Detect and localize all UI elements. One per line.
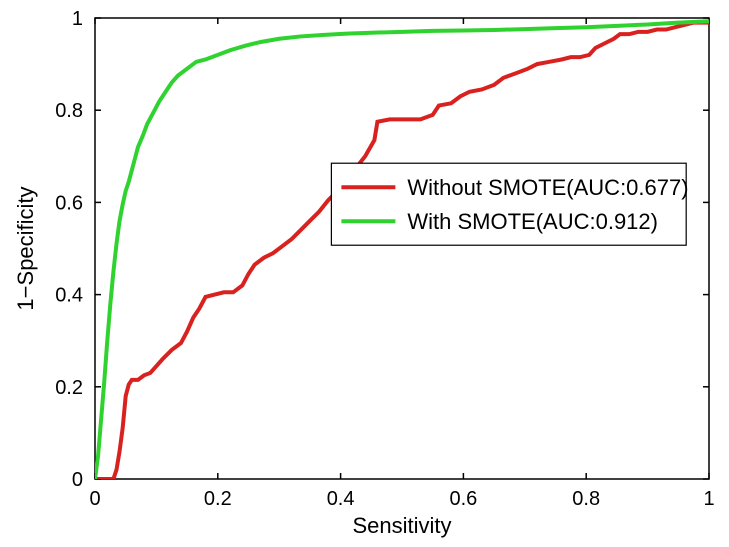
y-axis-label: 1−Specificity: [13, 186, 38, 310]
x-tick-label: 1: [703, 488, 714, 510]
chart-svg: 0 0.2 0.4 0.6 0.8 1 0 0.2 0.4 0.6 0.8 1 Sensitivity 1…: [0, 0, 729, 547]
roc-chart: 0 0.2 0.4 0.6 0.8 1 0 0.2 0.4 0.6 0.8 1 Sensitivity 1…: [0, 0, 729, 547]
legend-label-without-smote: Without SMOTE(AUC:0.677): [407, 175, 688, 200]
legend-label-with-smote: With SMOTE(AUC:0.912): [407, 209, 658, 234]
y-tick-label: 0.4: [55, 285, 83, 307]
y-tick-label: 1: [72, 8, 83, 30]
x-tick-label: 0: [89, 488, 100, 510]
x-tick-label: 0.8: [572, 488, 600, 510]
x-tick-label: 0.2: [204, 488, 232, 510]
y-tick-label: 0.6: [55, 192, 83, 214]
plot-area: [95, 18, 709, 479]
x-tick-label: 0.4: [327, 488, 355, 510]
y-tick-label: 0.2: [55, 377, 83, 399]
y-tick-label: 0: [72, 469, 83, 491]
x-tick-label: 0.6: [449, 488, 477, 510]
y-tick-label: 0.8: [55, 100, 83, 122]
x-axis-label: Sensitivity: [352, 513, 451, 538]
